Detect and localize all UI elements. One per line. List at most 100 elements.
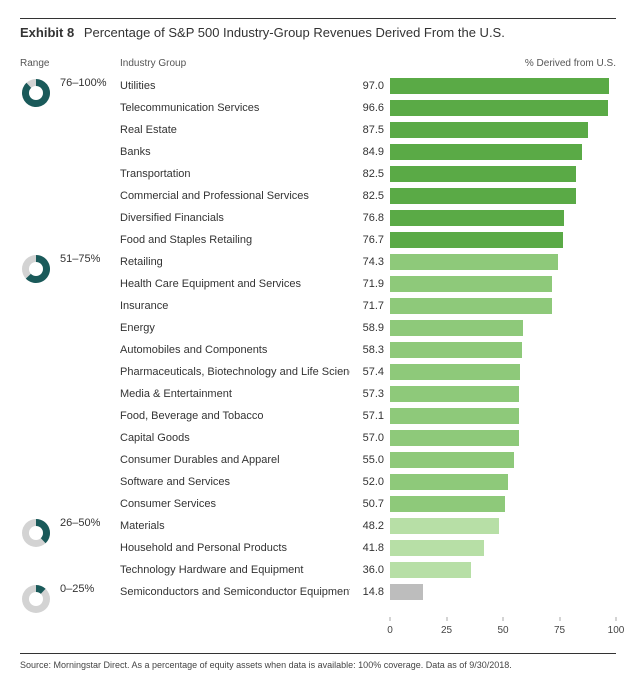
industry-label: Utilities xyxy=(120,80,350,92)
bar-track xyxy=(390,562,616,578)
industry-value: 76.7 xyxy=(350,234,390,246)
bar-track xyxy=(390,298,616,314)
industry-label: Telecommunication Services xyxy=(120,102,350,114)
bar-track xyxy=(390,122,616,138)
bar-track xyxy=(390,188,616,204)
industry-label: Transportation xyxy=(120,168,350,180)
bar-fill xyxy=(390,298,552,314)
industry-value: 57.4 xyxy=(350,366,390,378)
industry-value: 36.0 xyxy=(350,564,390,576)
bar-fill xyxy=(390,122,588,138)
industry-label: Media & Entertainment xyxy=(120,388,350,400)
table-row: Transportation 82.5 xyxy=(120,163,616,185)
table-row: Household and Personal Products 41.8 xyxy=(120,537,616,559)
table-row: Media & Entertainment 57.3 xyxy=(120,383,616,405)
header-pct xyxy=(350,58,390,69)
donut-icon xyxy=(20,77,52,109)
range-group: 26–50% Materials 48.2 Household and Pers… xyxy=(20,515,616,581)
bar-fill xyxy=(390,78,609,94)
industry-label: Food, Beverage and Tobacco xyxy=(120,410,350,422)
table-row: Semiconductors and Semiconductor Equipme… xyxy=(120,581,616,603)
axis-tick-mark xyxy=(390,617,391,621)
bar-fill xyxy=(390,188,576,204)
industry-value: 48.2 xyxy=(350,520,390,532)
industry-value: 84.9 xyxy=(350,146,390,158)
table-row: Commercial and Professional Services 82.… xyxy=(120,185,616,207)
industry-label: Retailing xyxy=(120,256,350,268)
table-row: Automobiles and Components 58.3 xyxy=(120,339,616,361)
table-row: Consumer Durables and Apparel 55.0 xyxy=(120,449,616,471)
industry-label: Energy xyxy=(120,322,350,334)
industry-label: Insurance xyxy=(120,300,350,312)
table-row: Food, Beverage and Tobacco 57.1 xyxy=(120,405,616,427)
bar-track xyxy=(390,496,616,512)
industry-label: Software and Services xyxy=(120,476,350,488)
industry-label: Health Care Equipment and Services xyxy=(120,278,350,290)
industry-value: 74.3 xyxy=(350,256,390,268)
bar-fill xyxy=(390,276,552,292)
industry-value: 57.3 xyxy=(350,388,390,400)
bar-fill xyxy=(390,320,523,336)
donut-icon xyxy=(20,517,52,549)
table-row: Retailing 74.3 xyxy=(120,251,616,273)
industry-label: Technology Hardware and Equipment xyxy=(120,564,350,576)
bar-fill xyxy=(390,210,564,226)
range-rows: Materials 48.2 Household and Personal Pr… xyxy=(120,515,616,581)
bar-fill xyxy=(390,232,563,248)
range-cell: 0–25% xyxy=(20,581,120,615)
header-pct-label: % Derived from U.S. xyxy=(390,58,616,69)
chart-body: 76–100% Utilities 97.0 Telecommunication… xyxy=(20,75,616,615)
industry-value: 76.8 xyxy=(350,212,390,224)
range-cell: 26–50% xyxy=(20,515,120,581)
table-row: Utilities 97.0 xyxy=(120,75,616,97)
table-row: Energy 58.9 xyxy=(120,317,616,339)
bar-fill xyxy=(390,342,522,358)
bar-fill xyxy=(390,452,514,468)
industry-label: Household and Personal Products xyxy=(120,542,350,554)
bar-track xyxy=(390,584,616,600)
industry-value: 82.5 xyxy=(350,168,390,180)
table-row: Technology Hardware and Equipment 36.0 xyxy=(120,559,616,581)
industry-value: 58.3 xyxy=(350,344,390,356)
range-group: 76–100% Utilities 97.0 Telecommunication… xyxy=(20,75,616,251)
industry-value: 82.5 xyxy=(350,190,390,202)
axis-tick-label: 50 xyxy=(497,625,508,636)
table-row: Banks 84.9 xyxy=(120,141,616,163)
industry-value: 87.5 xyxy=(350,124,390,136)
table-row: Telecommunication Services 96.6 xyxy=(120,97,616,119)
range-label: 76–100% xyxy=(60,77,107,89)
bar-track xyxy=(390,452,616,468)
range-rows: Retailing 74.3 Health Care Equipment and… xyxy=(120,251,616,515)
axis-tick-mark xyxy=(616,617,617,621)
table-row: Food and Staples Retailing 76.7 xyxy=(120,229,616,251)
bar-track xyxy=(390,144,616,160)
bar-track xyxy=(390,430,616,446)
industry-label: Banks xyxy=(120,146,350,158)
bar-track xyxy=(390,232,616,248)
header-range: Range xyxy=(20,58,120,69)
bar-fill xyxy=(390,430,519,446)
industry-value: 96.6 xyxy=(350,102,390,114)
bar-fill xyxy=(390,540,484,556)
axis-tick-mark xyxy=(446,617,447,621)
table-row: Capital Goods 57.0 xyxy=(120,427,616,449)
axis-tick-mark xyxy=(559,617,560,621)
axis-tick-label: 100 xyxy=(608,625,625,636)
industry-label: Consumer Durables and Apparel xyxy=(120,454,350,466)
range-rows: Utilities 97.0 Telecommunication Service… xyxy=(120,75,616,251)
bar-track xyxy=(390,408,616,424)
bar-track xyxy=(390,100,616,116)
donut-icon xyxy=(20,253,52,285)
industry-label: Consumer Services xyxy=(120,498,350,510)
axis-tick-label: 0 xyxy=(387,625,393,636)
range-group: 51–75% Retailing 74.3 Health Care Equipm… xyxy=(20,251,616,515)
header-group: Industry Group xyxy=(120,58,350,69)
industry-label: Pharmaceuticals, Biotechnology and Life … xyxy=(120,366,350,378)
bar-track xyxy=(390,78,616,94)
bar-fill xyxy=(390,584,423,600)
source-footer: Source: Morningstar Direct. As a percent… xyxy=(20,653,616,670)
axis-tick-label: 25 xyxy=(441,625,452,636)
industry-value: 14.8 xyxy=(350,586,390,598)
bar-fill xyxy=(390,144,582,160)
range-label: 26–50% xyxy=(60,517,100,529)
